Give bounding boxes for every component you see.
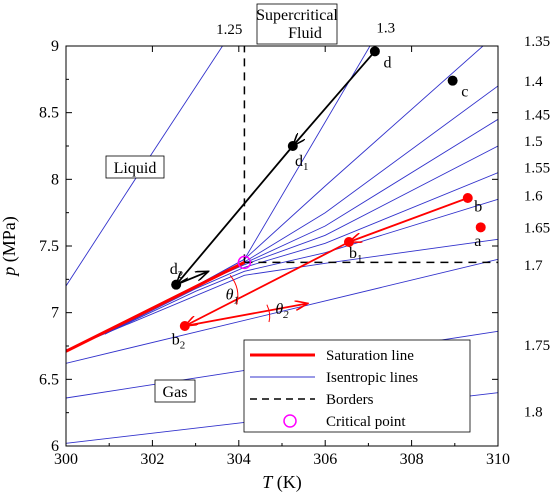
- x-tick-label: 310: [486, 451, 510, 468]
- liquid-region-label: Liquid: [105, 155, 165, 179]
- point-label-c: c: [461, 84, 468, 101]
- path-d-segment-2: [176, 145, 294, 285]
- point-d: [369, 46, 380, 57]
- y-tick-label: 8.5: [39, 105, 59, 122]
- supercritical-region-label: Supercritical Fluid: [256, 3, 338, 45]
- point-label-b2: b2: [172, 332, 186, 352]
- isentropic-line-1.25: [66, 46, 224, 287]
- process-paths: [175, 50, 469, 327]
- saturation-line: [66, 261, 246, 353]
- point-label-a: a: [474, 233, 481, 250]
- state-points: d d1 d2 c b a b1 b2: [170, 46, 486, 352]
- gas-region-label: Gas: [154, 379, 196, 403]
- isentropic-label-1.3: 1.3: [376, 21, 395, 37]
- isentropic-label-1.45: 1.45: [524, 107, 550, 123]
- angle-label-theta2: θ2: [275, 301, 289, 321]
- point-b1: [343, 237, 354, 247]
- path-b-segment-3: [184, 303, 308, 327]
- point-a: [475, 222, 486, 233]
- x-tick-label: 304: [227, 451, 251, 468]
- supercritical-label-line2: Fluid: [288, 25, 322, 42]
- liquid-label: Liquid: [114, 160, 157, 177]
- isentropic-label-1.25: 1.25: [216, 22, 242, 38]
- point-label-b1: b1: [349, 245, 363, 265]
- isentropic-label-1.55: 1.55: [524, 161, 550, 177]
- supercritical-label-line1: Supercritical: [256, 7, 338, 24]
- path-d-segment-1: [293, 50, 376, 146]
- legend-saturation-label: Saturation line: [326, 348, 414, 364]
- isentropic-line-1.7: [66, 258, 498, 364]
- y-tick-label: 9: [51, 38, 59, 55]
- critical-point-marker: [237, 255, 252, 270]
- axis-ticks: 300 302 304 306 308 310 6 6.5 7 7.5 8 8.5 9: [39, 38, 510, 468]
- y-axis-title: p (MPa): [0, 216, 20, 278]
- y-tick-label: 6: [51, 438, 59, 455]
- point-b2: [179, 321, 190, 331]
- path-b-segment-1: [349, 197, 469, 242]
- legend-borders-label: Borders: [326, 392, 374, 408]
- isentropic-label-1.8: 1.8: [524, 405, 543, 421]
- theta2-arc: [266, 304, 271, 323]
- x-tick-label: 306: [313, 451, 337, 468]
- isentropic-label-1.65: 1.65: [524, 221, 550, 237]
- borders: [243, 46, 498, 264]
- theta1-arc: [229, 274, 239, 305]
- gas-label: Gas: [163, 384, 188, 401]
- point-d2: [171, 279, 182, 290]
- legend-critical-label: Critical point: [326, 414, 406, 430]
- path-b-segment-2: [185, 241, 350, 326]
- isentropic-line-1.55: [104, 172, 498, 335]
- saturation-line-path: [66, 261, 246, 353]
- isentropic-label-1.35: 1.35: [524, 34, 550, 50]
- angle-label-theta1: θ1: [226, 286, 239, 306]
- isentropic-label-1.7: 1.7: [524, 258, 543, 274]
- isentropic-label-1.4: 1.4: [524, 74, 543, 90]
- angle-labels: θ1 θ2: [226, 274, 289, 323]
- x-axis-title: T (K): [262, 472, 302, 493]
- y-tick-label: 8: [51, 171, 59, 188]
- x-tick-label: 302: [140, 451, 164, 468]
- isentropic-line-1.65: [66, 238, 498, 351]
- y-tick-label: 7.5: [39, 238, 59, 255]
- legend: Saturation line Isentropic lines Borders…: [243, 339, 471, 433]
- isentropic-labels: 1.25 1.3 1.35 1.4 1.45 1.5 1.55 1.6 1.65 1.7 1.75 1…: [216, 21, 550, 421]
- legend-critical-swatch: [283, 414, 297, 428]
- y-tick-label: 6.5: [39, 371, 59, 388]
- point-label-d: d: [384, 54, 392, 71]
- path-d-segment-3: [175, 271, 208, 286]
- isentropic-label-1.6: 1.6: [524, 189, 543, 205]
- y-tick-label: 7: [51, 305, 59, 322]
- point-d1: [287, 141, 298, 151]
- point-c: [447, 75, 458, 86]
- x-tick-label: 300: [54, 451, 78, 468]
- isentropic-label-1.5: 1.5: [524, 134, 543, 150]
- legend-isentropic-label: Isentropic lines: [326, 370, 418, 386]
- x-tick-label: 308: [400, 451, 424, 468]
- point-label-b: b: [474, 198, 482, 215]
- point-label-d2: d2: [170, 261, 184, 281]
- point-label-d1: d1: [295, 153, 309, 173]
- isentropic-line-1.6: [104, 198, 498, 335]
- point-b: [462, 193, 473, 203]
- isentropic-label-1.75: 1.75: [524, 338, 550, 354]
